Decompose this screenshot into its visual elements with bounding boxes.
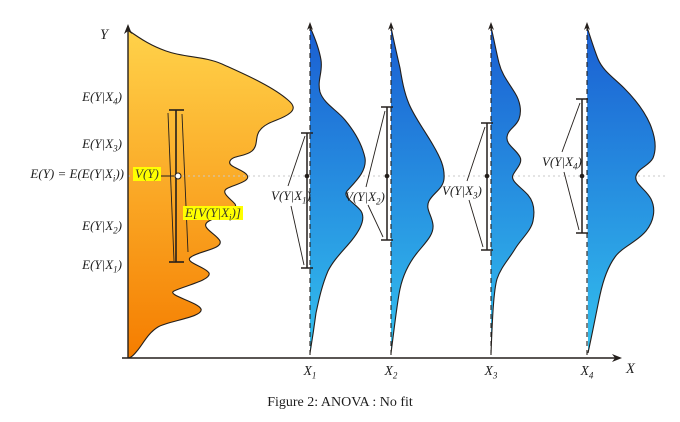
support-line-x1 <box>307 22 313 358</box>
support-line-x2 <box>388 22 394 358</box>
variance-marker-x4 <box>561 98 588 234</box>
x-tick-x3: X3 <box>484 363 498 381</box>
variance-marker-x3 <box>466 122 493 251</box>
y-marginal-density-outline <box>127 29 294 359</box>
support-line-x3 <box>488 22 494 358</box>
conditional-density-x2-outline <box>390 26 445 354</box>
variance-marker-x1 <box>287 132 313 269</box>
y-label-e-y-total: E(Y) = E(E(Y|Xi)) <box>30 166 124 184</box>
annotation-v-y: V(Y) <box>133 166 161 181</box>
y-axis-letter: Y <box>100 27 109 43</box>
x-axis <box>122 354 622 362</box>
annotation-v-y-x2: V(Y|X2) <box>345 189 385 207</box>
x-tick-x1: X1 <box>303 363 317 381</box>
conditional-density-x4-outline <box>586 26 656 354</box>
conditional-density-x3-fill <box>491 27 534 353</box>
conditional-density-x1-outline <box>309 26 366 354</box>
x-tick-x4: X4 <box>580 363 594 381</box>
variance-marker-x2 <box>365 106 393 241</box>
support-line-x4 <box>584 22 590 358</box>
annotation-e-v-y-xi: E[V(Y|Xi)] <box>183 205 243 223</box>
y-marginal-density-fill <box>128 30 294 358</box>
y-label-e-y-x2: E(Y|X2) <box>82 218 122 236</box>
y-label-e-y-x4: E(Y|X4) <box>82 89 122 107</box>
annotation-v-y-x3: V(Y|X3) <box>442 183 482 201</box>
x-tick-x2: X2 <box>384 363 398 381</box>
conditional-density-x4-fill <box>587 27 656 353</box>
y-label-e-y-x1: E(Y|X1) <box>82 257 122 275</box>
figure-caption: Figure 2: ANOVA : No fit <box>267 395 413 410</box>
y-axis <box>124 24 132 358</box>
conditional-density-x1-fill <box>310 27 366 353</box>
conditional-density-x3-outline <box>490 26 535 354</box>
annotation-v-y-x4: V(Y|X4) <box>542 154 582 172</box>
annotation-v-y-x1: V(Y|X1) <box>271 188 311 206</box>
variance-marker-y <box>160 109 189 263</box>
conditional-density-x2-fill <box>391 27 445 353</box>
y-label-e-y-x3: E(Y|X3) <box>82 136 122 154</box>
x-axis-letter: X <box>626 361 635 377</box>
